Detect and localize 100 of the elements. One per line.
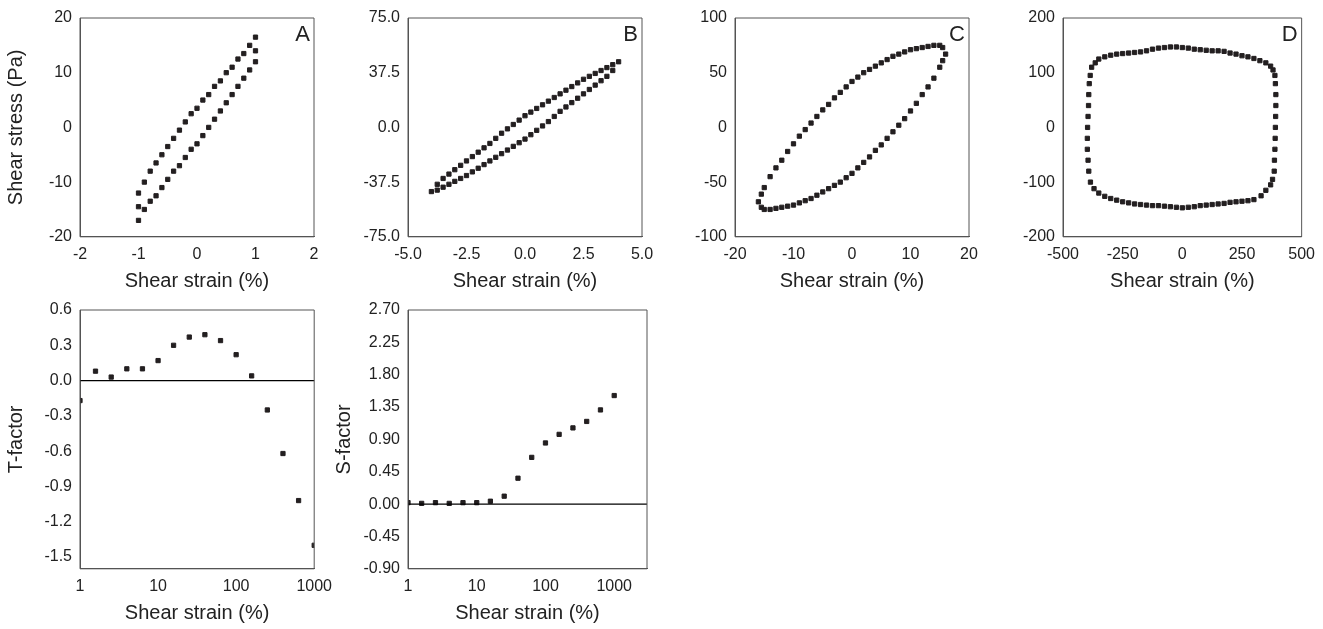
point [247, 42, 253, 48]
y-tick-label: -1.5 [44, 547, 73, 565]
y-tick-label: 0 [63, 117, 73, 135]
point [487, 498, 494, 504]
point [165, 143, 171, 150]
point [252, 48, 259, 54]
point [141, 179, 147, 185]
point [176, 127, 183, 133]
y-tick-label: -200 [1022, 227, 1056, 245]
y-tick-label: -10 [48, 172, 73, 190]
point [233, 352, 239, 358]
point [182, 154, 188, 161]
point [501, 493, 507, 499]
point [159, 152, 165, 158]
point [153, 193, 159, 199]
point [223, 100, 229, 106]
point [211, 83, 218, 89]
point [241, 75, 247, 81]
annotation: C [949, 21, 966, 47]
y-tick-label: -37.5 [363, 172, 401, 190]
y-tick-label: -0.45 [363, 526, 401, 544]
point [611, 392, 617, 399]
point [235, 83, 241, 89]
point [186, 334, 192, 340]
x-tick-label: 10 [467, 576, 486, 594]
y-tick-label: 75.0 [368, 8, 401, 26]
point [124, 366, 130, 372]
point [135, 204, 142, 210]
point [249, 373, 255, 379]
y-tick-label: -0.9 [44, 476, 73, 494]
point [147, 198, 153, 204]
point [170, 168, 177, 174]
y-tick-label: -20 [48, 227, 73, 245]
y-tick-label: 100 [700, 8, 728, 26]
point [200, 97, 206, 103]
annotation: D [1281, 21, 1298, 47]
x-tick-label: 1 [251, 244, 261, 262]
x-tick-label: 20 [960, 244, 978, 262]
x-tick-label: 1 [75, 576, 85, 594]
point [311, 542, 315, 548]
x-tick-label: 1 [403, 576, 413, 594]
x-tick-label: -250 [1106, 244, 1139, 262]
y-tick-label: 0.6 [49, 300, 73, 318]
x-axis-title: Shear strain (%) [124, 600, 270, 623]
y-tick-label: 0 [1046, 117, 1056, 135]
y-tick-label: -1.2 [44, 512, 73, 530]
x-tick-label: 2 [309, 244, 319, 262]
y-tick-label: 10 [54, 63, 73, 81]
x-tick-label: 100 [532, 576, 559, 594]
x-axis-title: Shear strain (%) [452, 268, 598, 291]
point [147, 168, 153, 174]
point [264, 407, 270, 413]
point [295, 497, 302, 504]
point [135, 190, 142, 196]
x-axis-title: Shear strain (%) [124, 268, 270, 291]
point [188, 111, 194, 117]
y-tick-label: 1.35 [368, 397, 401, 415]
y-tick-label: -0.3 [44, 406, 73, 424]
point [217, 78, 224, 84]
x-tick-label: -2 [72, 244, 88, 262]
y-tick-label: 0.90 [368, 429, 401, 447]
x-tick-label: 250 [1228, 244, 1256, 262]
y-tick-label: 0.45 [368, 462, 401, 480]
y-tick-label: 2.25 [368, 332, 401, 350]
y-tick-label: 0.0 [377, 117, 401, 135]
point [153, 160, 159, 166]
x-tick-label: 10 [901, 244, 920, 262]
point [241, 50, 247, 57]
x-tick-label: 500 [1288, 244, 1316, 262]
y-tick-label: 0.00 [368, 494, 401, 512]
point [135, 217, 142, 224]
y-axis-title: S-factor [331, 404, 354, 475]
y-tick-label: -0.6 [44, 441, 73, 459]
point [206, 124, 212, 131]
x-tick-label: 10 [149, 576, 168, 594]
point [229, 64, 235, 70]
x-tick-label: -10 [781, 244, 806, 262]
point [252, 34, 259, 40]
point [235, 56, 241, 62]
y-tick-label: 20 [54, 8, 73, 26]
point [556, 431, 562, 437]
y-tick-label: 50 [709, 63, 728, 81]
point [206, 91, 212, 98]
x-tick-label: -2.5 [452, 244, 481, 262]
point [141, 206, 147, 213]
point [165, 176, 171, 182]
x-axis-title: Shear strain (%) [1110, 268, 1255, 291]
point [542, 440, 549, 446]
x-tick-label: -1 [131, 244, 146, 262]
x-tick-label: -20 [723, 244, 747, 262]
y-tick-label: 37.5 [368, 63, 401, 81]
point [217, 108, 224, 114]
y-tick-label: 0.3 [49, 335, 73, 353]
point [211, 116, 218, 122]
point [280, 450, 286, 457]
point [570, 425, 576, 431]
point [202, 332, 208, 338]
y-tick-label: 1.80 [368, 365, 401, 383]
point [194, 141, 200, 147]
y-axis-title: T-factor [3, 405, 26, 474]
